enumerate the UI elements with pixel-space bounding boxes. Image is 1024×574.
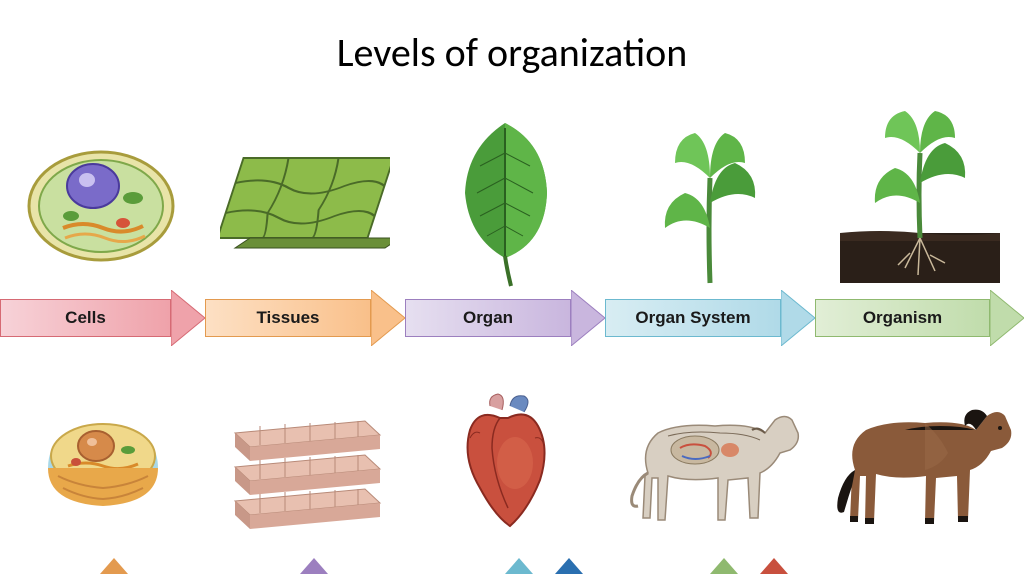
horse-illustration: [815, 368, 1024, 558]
arrow-label: Tissues: [205, 299, 371, 337]
seedling-illustration: [605, 108, 815, 288]
plant-examples-row: [0, 108, 1024, 288]
marker-triangle-icon: [100, 558, 128, 574]
marker-triangle-icon: [760, 558, 788, 574]
arrow-cells: Cells: [0, 290, 205, 346]
marker-triangles: [0, 558, 1024, 574]
arrow-organ: Organ: [405, 290, 605, 346]
muscle-tissue-illustration: [205, 368, 405, 558]
arrow-organ-system: Organ System: [605, 290, 815, 346]
arrow-organism: Organism: [815, 290, 1024, 346]
plant-in-soil-illustration: [815, 108, 1024, 288]
marker-triangle-icon: [710, 558, 738, 574]
marker-triangle-icon: [505, 558, 533, 574]
arrow-label: Organism: [815, 299, 990, 337]
arrow-tissues: Tissues: [205, 290, 405, 346]
heart-illustration: [405, 368, 605, 558]
plant-cell-illustration: [0, 108, 205, 288]
arrow-label: Organ: [405, 299, 571, 337]
arrow-label: Organ System: [605, 299, 781, 337]
marker-triangle-icon: [300, 558, 328, 574]
leaf-illustration: [405, 108, 605, 288]
plant-tissue-illustration: [205, 108, 405, 288]
animal-cell-illustration: [0, 368, 205, 558]
arrow-label: Cells: [0, 299, 171, 337]
page-title: Levels of organization: [0, 0, 1024, 77]
hierarchy-arrows: Cells Tissues Organ Organ System Organism: [0, 290, 1024, 346]
animal-examples-row: [0, 368, 1024, 558]
marker-triangle-icon: [555, 558, 583, 574]
horse-anatomy-illustration: [605, 368, 815, 558]
